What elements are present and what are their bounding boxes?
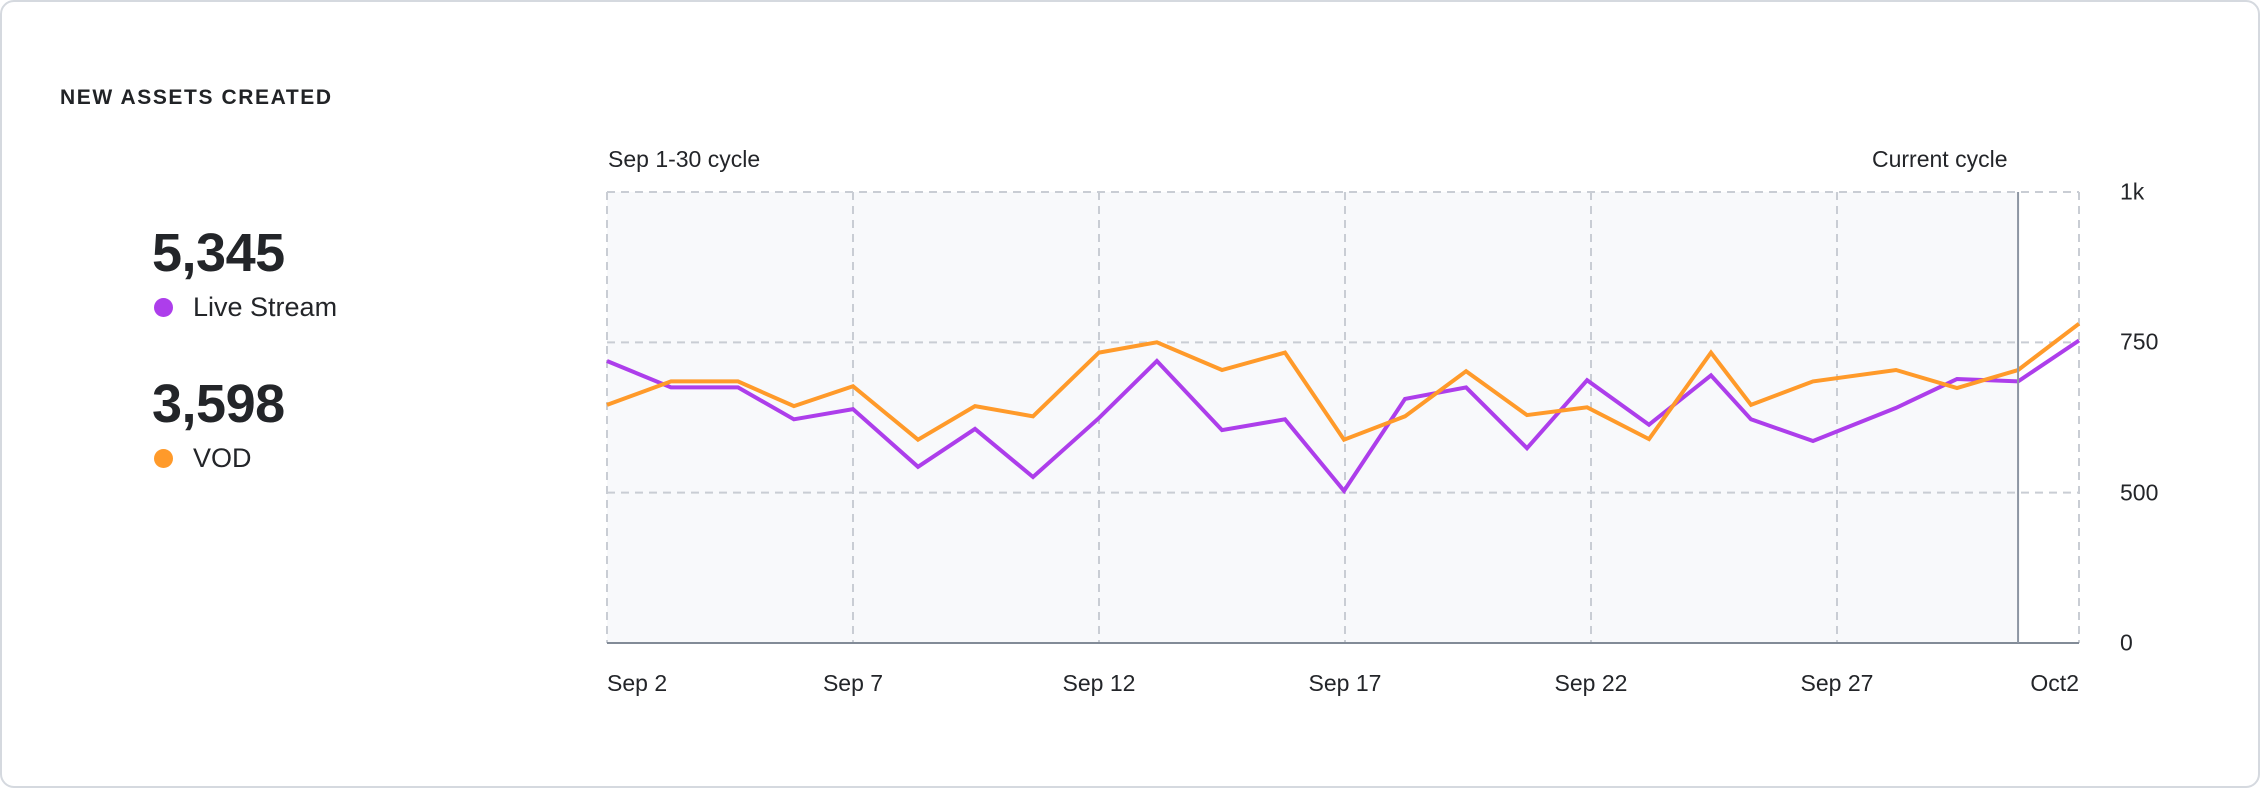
y-tick-label: 0 xyxy=(2120,629,2133,656)
previous-cycle-label: Sep 1-30 cycle xyxy=(608,146,761,172)
legend-label: VOD xyxy=(193,443,252,473)
x-tick-label: Oct2 xyxy=(2030,670,2079,696)
y-tick-label: 500 xyxy=(2120,479,2159,506)
chart-series xyxy=(606,322,2081,495)
x-tick-label: Sep 17 xyxy=(1308,670,1382,696)
x-tick-label: Sep 7 xyxy=(822,670,884,696)
stat-vod: 3,598 VOD xyxy=(152,377,285,472)
plot-background xyxy=(607,192,2019,643)
x-tick-label: Sep 27 xyxy=(1800,670,1874,696)
x-tick-label: Sep 2 xyxy=(607,670,668,696)
legend-item-vod[interactable]: VOD xyxy=(152,445,285,472)
x-tick-label: Sep 12 xyxy=(1062,670,1136,696)
live-stream-dot-icon xyxy=(154,298,173,317)
current-cycle-label: Current cycle xyxy=(1872,146,2008,172)
y-tick-label: 750 xyxy=(2120,328,2159,355)
card-title: NEW ASSETS CREATED xyxy=(60,86,333,109)
y-tick-label: 1k xyxy=(2120,178,2145,205)
series-line-live-stream[interactable] xyxy=(606,338,2081,495)
series-line-vod[interactable] xyxy=(606,322,2081,443)
live-stream-total: 5,345 xyxy=(152,223,285,283)
vod-dot-icon xyxy=(154,449,173,468)
stat-live-stream: 5,345 Live Stream xyxy=(152,226,337,321)
x-tick-label: Sep 22 xyxy=(1554,670,1628,696)
legend-item-live-stream[interactable]: Live Stream xyxy=(152,294,337,321)
vod-total: 3,598 xyxy=(152,374,285,434)
legend-label: Live Stream xyxy=(193,292,338,322)
